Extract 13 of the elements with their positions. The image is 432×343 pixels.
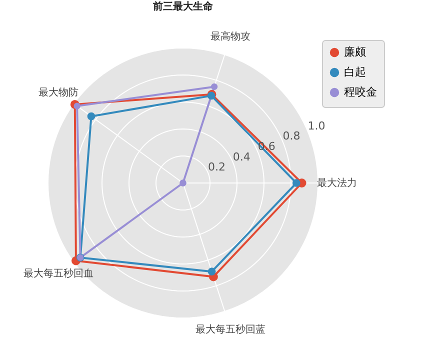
y-tick-label: 1.0: [308, 119, 326, 132]
spoke-label: 最大每五秒回蓝: [196, 323, 266, 336]
legend-label: 程咬金: [344, 86, 377, 98]
spoke-label: 最大每五秒回血: [23, 267, 94, 280]
spoke-label: 最大法力: [316, 177, 357, 189]
spoke-label: 最高物攻: [210, 30, 251, 43]
legend-label: 廉颇: [344, 46, 366, 58]
y-tick-label: 0.4: [232, 150, 250, 164]
spoke-label: 最大物防: [38, 86, 78, 99]
y-tick-label: 0.8: [282, 130, 300, 143]
chart-title: 前三最大生命: [152, 0, 214, 13]
y-tick-label: 0.2: [208, 160, 226, 174]
legend-label: 白起: [344, 66, 366, 78]
